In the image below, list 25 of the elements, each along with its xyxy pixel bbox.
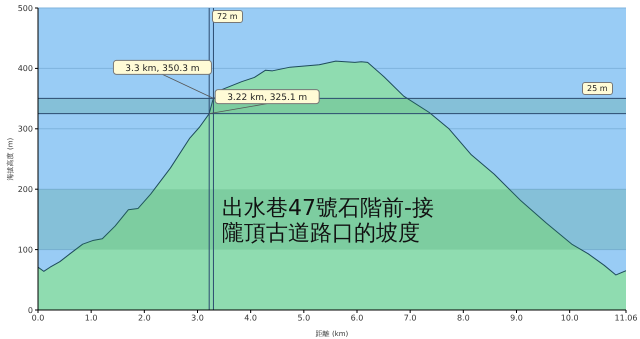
callout: 72 m [212, 10, 243, 23]
x-tick-label: 9.0 [510, 314, 523, 323]
y-tick-label: 500 [18, 4, 33, 13]
text: 出水巷47號石階前-接隴頂古道路口的坡度 [222, 196, 435, 246]
y-tick-label: 400 [18, 64, 33, 74]
annotation: 3.3 km, 350.3 m [125, 64, 200, 74]
y-tick-label: 200 [18, 185, 33, 194]
x-tick-label: 7.0 [404, 314, 417, 323]
x-tick-label: 0.0 [32, 314, 44, 323]
callout: 3.22 km, 325.1 m [208, 89, 320, 114]
callout: 3.3 km, 350.3 m [112, 60, 214, 99]
callout: 25 m [582, 82, 613, 95]
y-tick-label: 100 [18, 245, 33, 254]
x-tick-label: 6.0 [350, 314, 364, 323]
x-tick-label: 8.0 [456, 314, 470, 323]
x-tick-label: 2.0 [138, 314, 151, 323]
x-tick-label: 4.0 [244, 314, 258, 323]
x-tick-label: 3.0 [191, 314, 204, 323]
x-tick-label: 1.0 [84, 314, 98, 323]
y-tick-label: 300 [18, 124, 33, 134]
x-tick-label: 5.0 [297, 314, 310, 323]
x-tick-label: 10.0 [560, 314, 579, 323]
y-tick-label: 0 [28, 306, 33, 315]
x-tick-label: 11.06 [614, 314, 638, 323]
annotation: 3.22 km, 325.1 m [227, 93, 308, 104]
